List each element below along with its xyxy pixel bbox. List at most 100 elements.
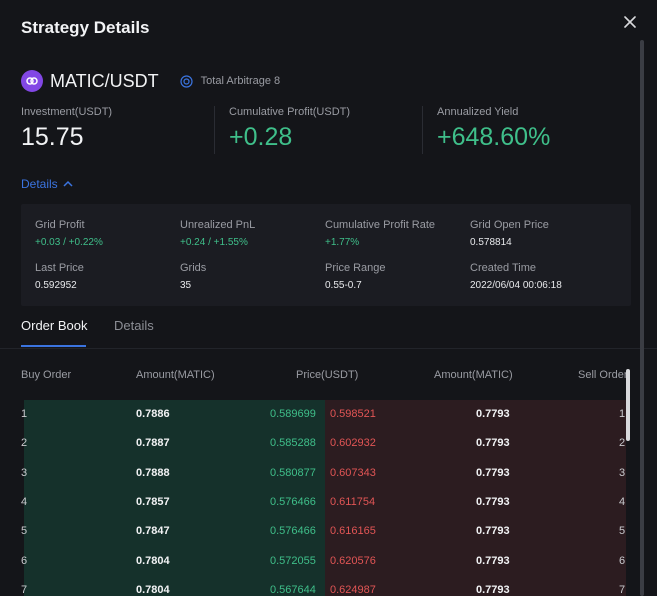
pair-symbol: MATIC/USDT bbox=[50, 70, 159, 91]
sell-price: 0.607343 bbox=[330, 466, 376, 479]
grid-open-price-value: 0.578814 bbox=[470, 237, 512, 248]
buy-order-index: 3 bbox=[21, 466, 28, 479]
col-price: Price(USDT) bbox=[296, 369, 359, 381]
table-row: 2 0.7887 0.585288 0.602932 0.7793 2 bbox=[0, 429, 657, 458]
sell-order-index: 3 bbox=[619, 466, 626, 479]
investment-value: 15.75 bbox=[21, 123, 84, 151]
sell-amount: 0.7793 bbox=[476, 408, 510, 420]
buy-amount: 0.7887 bbox=[136, 437, 170, 450]
sell-price: 0.598521 bbox=[330, 408, 376, 420]
order-book-scrollbar[interactable] bbox=[626, 369, 630, 441]
modal-title: Strategy Details bbox=[21, 18, 150, 37]
divider bbox=[214, 106, 215, 154]
buy-amount: 0.7804 bbox=[136, 554, 170, 567]
buy-amount: 0.7888 bbox=[136, 466, 170, 479]
buy-order-index: 7 bbox=[21, 583, 28, 596]
stat-cumulative-profit: Cumulative Profit(USDT) +0.28 bbox=[229, 106, 419, 154]
sell-order-index: 5 bbox=[619, 525, 626, 538]
col-sell-order: Sell Order bbox=[578, 369, 628, 381]
chevron-up-icon bbox=[63, 180, 73, 187]
divider bbox=[422, 106, 423, 154]
close-button[interactable] bbox=[622, 14, 638, 30]
arbitrage-ring-icon bbox=[180, 74, 193, 88]
sell-amount: 0.7793 bbox=[476, 525, 510, 538]
sell-price: 0.624987 bbox=[330, 583, 376, 596]
table-row: 3 0.7888 0.580877 0.607343 0.7793 3 bbox=[0, 459, 657, 488]
buy-order-index: 1 bbox=[21, 408, 28, 420]
created-time-label: Created Time bbox=[470, 262, 537, 274]
total-arbitrage: Total Arbitrage 8 bbox=[180, 74, 281, 88]
sell-order-index: 2 bbox=[619, 437, 626, 450]
buy-amount: 0.7857 bbox=[136, 495, 170, 508]
col-buy-order: Buy Order bbox=[21, 369, 72, 381]
sell-price: 0.611754 bbox=[330, 495, 376, 508]
created-time-value: 2022/06/04 00:06:18 bbox=[470, 280, 562, 291]
buy-price: 0.567644 bbox=[270, 583, 316, 596]
sell-amount: 0.7793 bbox=[476, 583, 510, 596]
detail-grid-open-price: Grid Open Price 0.578814 bbox=[470, 219, 549, 248]
order-book-table: 1 0.7886 0.589699 0.598521 0.7793 1 2 0.7887 0.5… bbox=[0, 400, 657, 596]
buy-amount: 0.7804 bbox=[136, 583, 170, 596]
sell-price: 0.620576 bbox=[330, 554, 376, 567]
buy-order-index: 6 bbox=[21, 554, 28, 567]
sell-order-index: 1 bbox=[619, 408, 626, 420]
last-price-label: Last Price bbox=[35, 262, 84, 274]
sell-amount: 0.7793 bbox=[476, 495, 510, 508]
details-toggle-label: Details bbox=[21, 177, 58, 191]
sell-price: 0.602932 bbox=[330, 437, 376, 450]
close-icon bbox=[624, 16, 636, 28]
sell-amount: 0.7793 bbox=[476, 466, 510, 479]
detail-unrealized-pnl: Unrealized PnL +0.24 / +1.55% bbox=[180, 219, 255, 248]
price-range-value: 0.55-0.7 bbox=[325, 280, 362, 291]
arbitrage-label: Total Arbitrage 8 bbox=[200, 75, 281, 87]
modal-scrollbar[interactable] bbox=[640, 40, 644, 596]
buy-price: 0.585288 bbox=[270, 437, 316, 450]
stats-row: Investment(USDT) 15.75 Cumulative Profit… bbox=[21, 106, 631, 154]
col-sell-amount: Amount(MATIC) bbox=[434, 369, 513, 381]
grid-profit-value: +0.03 / +0.22% bbox=[35, 237, 103, 248]
investment-label: Investment(USDT) bbox=[21, 106, 113, 118]
matic-coin-icon bbox=[21, 70, 43, 92]
tab-order-book[interactable]: Order Book bbox=[21, 318, 88, 333]
sell-order-index: 7 bbox=[619, 583, 626, 596]
order-book-header: Buy Order Amount(MATIC) Price(USDT) Amou… bbox=[0, 369, 657, 385]
detail-cumulative-profit-rate: Cumulative Profit Rate +1.77% bbox=[325, 219, 435, 248]
last-price-value: 0.592952 bbox=[35, 280, 77, 291]
buy-price: 0.576466 bbox=[270, 525, 316, 538]
grids-value: 35 bbox=[180, 280, 192, 291]
tab-divider bbox=[0, 348, 657, 349]
detail-grid-profit: Grid Profit +0.03 / +0.22% bbox=[35, 219, 103, 248]
active-tab-indicator bbox=[21, 345, 86, 347]
buy-price: 0.576466 bbox=[270, 495, 316, 508]
grids-label: Grids bbox=[180, 262, 207, 274]
buy-order-index: 5 bbox=[21, 525, 28, 538]
sell-price: 0.616165 bbox=[330, 525, 376, 538]
detail-created-time: Created Time 2022/06/04 00:06:18 bbox=[470, 262, 562, 291]
details-panel: Grid Profit +0.03 / +0.22% Unrealized Pn… bbox=[21, 204, 631, 306]
buy-price: 0.572055 bbox=[270, 554, 316, 567]
buy-order-index: 2 bbox=[21, 437, 28, 450]
detail-price-range: Price Range 0.55-0.7 bbox=[325, 262, 386, 291]
table-row: 4 0.7857 0.576466 0.611754 0.7793 4 bbox=[0, 488, 657, 517]
grid-open-price-label: Grid Open Price bbox=[470, 219, 549, 231]
stat-annualized-yield: Annualized Yield +648.60% bbox=[437, 106, 631, 154]
detail-grids: Grids 35 bbox=[180, 262, 206, 291]
stat-investment: Investment(USDT) 15.75 bbox=[21, 106, 211, 154]
sell-amount: 0.7793 bbox=[476, 437, 510, 450]
details-toggle[interactable]: Details bbox=[21, 177, 73, 191]
buy-price: 0.589699 bbox=[270, 408, 316, 420]
sell-side-background bbox=[325, 400, 626, 596]
sell-order-index: 6 bbox=[619, 554, 626, 567]
sell-order-index: 4 bbox=[619, 495, 626, 508]
cumulative-profit-label: Cumulative Profit(USDT) bbox=[229, 106, 351, 118]
cumulative-profit-rate-label: Cumulative Profit Rate bbox=[325, 219, 436, 231]
tab-details[interactable]: Details bbox=[114, 318, 154, 333]
table-row: 1 0.7886 0.589699 0.598521 0.7793 1 bbox=[0, 400, 657, 429]
detail-last-price: Last Price 0.592952 bbox=[35, 262, 84, 291]
buy-amount: 0.7847 bbox=[136, 525, 170, 538]
table-row: 7 0.7804 0.567644 0.624987 0.7793 7 bbox=[0, 576, 657, 596]
unrealized-pnl-label: Unrealized PnL bbox=[180, 219, 256, 231]
table-row: 5 0.7847 0.576466 0.616165 0.7793 5 bbox=[0, 517, 657, 546]
unrealized-pnl-value: +0.24 / +1.55% bbox=[180, 237, 248, 248]
